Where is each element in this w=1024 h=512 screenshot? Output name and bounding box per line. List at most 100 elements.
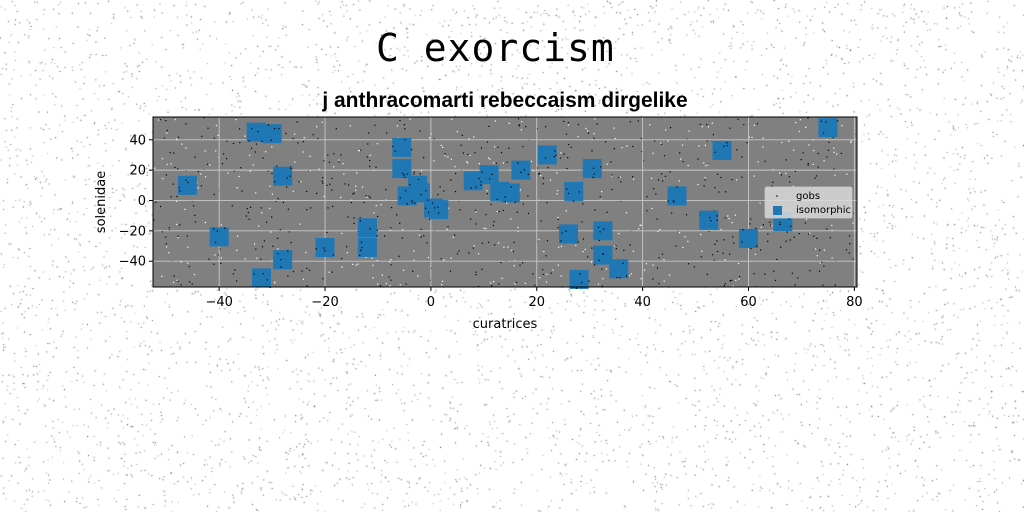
gobs-point	[845, 249, 848, 251]
gobs-point	[538, 172, 540, 175]
gobs-point	[780, 246, 782, 248]
gobs-point	[820, 120, 822, 122]
gobs-point	[776, 258, 778, 261]
gobs-point	[720, 176, 722, 179]
gobs-point	[232, 273, 234, 275]
gobs-point	[818, 270, 821, 272]
gobs-point	[731, 222, 733, 224]
gobs-point	[169, 152, 171, 154]
gobs-point	[668, 274, 671, 276]
gobs-point	[271, 193, 273, 195]
gobs-point	[567, 192, 570, 195]
gobs-point	[252, 164, 254, 166]
gobs-point	[173, 152, 175, 154]
gobs-point	[520, 129, 522, 131]
gobs-point	[706, 140, 708, 142]
gobs-point	[506, 202, 508, 204]
gobs-point	[501, 277, 503, 279]
gobs-point	[298, 181, 300, 183]
gobs-point	[615, 245, 617, 247]
gobs-point	[177, 237, 179, 239]
gobs-point	[619, 176, 621, 178]
gobs-point	[341, 258, 343, 260]
gobs-point	[467, 162, 469, 164]
gobs-point	[360, 249, 362, 251]
gobs-point	[614, 245, 616, 247]
gobs-point	[289, 175, 291, 177]
gobs-point	[168, 252, 170, 254]
gobs-point	[770, 224, 772, 226]
isomorphic-point	[273, 166, 293, 186]
gobs-point	[369, 197, 371, 199]
gobs-point	[405, 190, 407, 192]
gobs-point	[592, 176, 594, 179]
gobs-point	[611, 188, 613, 190]
gobs-point	[260, 258, 262, 260]
gobs-point	[512, 250, 514, 252]
gobs-point	[166, 132, 168, 134]
gobs-point	[486, 141, 489, 143]
gobs-point	[262, 273, 264, 275]
gobs-point	[360, 149, 362, 151]
gobs-point	[269, 185, 271, 187]
gobs-point	[398, 255, 400, 257]
gobs-point	[208, 258, 210, 260]
gobs-point	[802, 152, 804, 154]
gobs-point	[184, 208, 186, 210]
gobs-point	[444, 153, 446, 155]
gobs-point	[522, 262, 524, 264]
gobs-point	[792, 185, 794, 187]
gobs-point	[809, 270, 811, 272]
gobs-point	[380, 204, 382, 206]
gobs-point	[462, 152, 464, 154]
gobs-point	[832, 137, 834, 139]
gobs-point	[419, 173, 421, 175]
gobs-point	[409, 118, 411, 120]
gobs-point	[249, 154, 251, 156]
gobs-point	[532, 273, 534, 275]
gobs-point	[215, 241, 217, 243]
gobs-point	[251, 147, 253, 149]
gobs-point	[331, 177, 333, 179]
gobs-point	[779, 221, 781, 224]
gobs-point	[277, 237, 279, 239]
gobs-point	[420, 236, 422, 238]
gobs-point	[663, 280, 665, 282]
gobs-point	[717, 173, 719, 175]
gobs-point	[331, 189, 333, 191]
gobs-point	[601, 285, 603, 287]
gobs-point	[734, 214, 736, 216]
gobs-point	[425, 207, 427, 209]
gobs-point	[793, 149, 795, 151]
gobs-point	[429, 137, 431, 139]
gobs-point	[478, 163, 480, 165]
gobs-point	[346, 246, 348, 248]
gobs-point	[676, 186, 678, 188]
gobs-point	[522, 146, 524, 148]
gobs-point	[316, 192, 318, 194]
gobs-point	[577, 123, 580, 126]
gobs-point	[266, 279, 268, 281]
gobs-point	[561, 232, 563, 234]
gobs-point	[598, 259, 600, 261]
gobs-point	[546, 240, 549, 242]
gobs-point	[372, 264, 374, 266]
gobs-point	[575, 287, 578, 289]
gobs-point	[793, 236, 795, 238]
gobs-point	[369, 228, 371, 230]
gobs-point	[299, 223, 301, 225]
gobs-point	[161, 231, 163, 233]
gobs-point	[601, 191, 603, 193]
gobs-point	[221, 163, 224, 165]
gobs-point	[376, 143, 378, 145]
gobs-point	[239, 142, 241, 144]
gobs-point	[823, 160, 825, 162]
gobs-point	[491, 285, 493, 287]
gobs-point	[359, 220, 361, 222]
gobs-point	[257, 131, 259, 133]
gobs-point	[359, 150, 361, 152]
gobs-point	[369, 154, 371, 156]
gobs-point	[267, 170, 269, 172]
gobs-point	[728, 218, 730, 220]
x-tick-label: 80	[846, 295, 863, 310]
